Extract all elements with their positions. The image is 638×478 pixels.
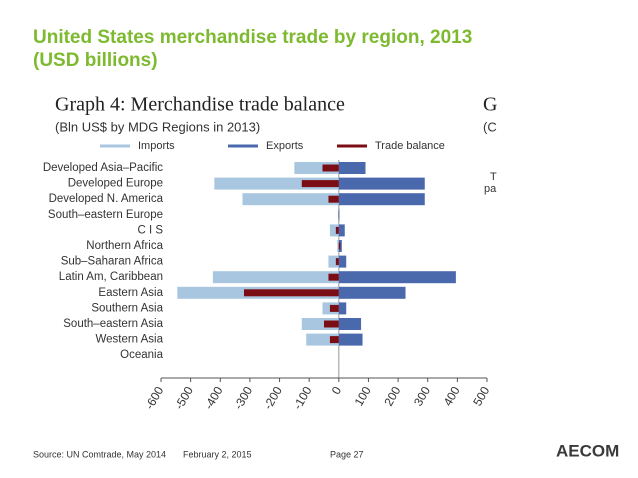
bar [338, 177, 425, 190]
footer-date: February 2, 2015 [183, 449, 252, 459]
y-tick-label: South–eastern Europe [48, 209, 163, 221]
bar [338, 242, 341, 250]
legend-label: Exports [266, 140, 304, 152]
y-tick-label: Developed Europe [68, 178, 163, 190]
y-tick-label: C I S [137, 224, 163, 236]
bar [329, 336, 339, 344]
fragment: pa [484, 183, 497, 195]
bar [212, 271, 339, 284]
chart-title: Graph 4: Merchandise trade balance [55, 94, 345, 116]
x-tick-label: 300 [411, 384, 433, 409]
x-tick-label: -300 [231, 384, 255, 412]
bar [337, 240, 339, 252]
bar [338, 271, 456, 284]
y-tick-label: Northern Africa [86, 240, 163, 252]
y-tick-label: Western Asia [95, 334, 163, 346]
logo: AECOM [556, 441, 619, 460]
bar [337, 208, 339, 221]
bar [338, 208, 340, 221]
y-tick-label: Developed Asia–Pacific [43, 162, 163, 174]
legend-label: Trade balance [375, 140, 445, 152]
footer-source: Source: UN Comtrade, May 2014 [33, 449, 166, 459]
fragment: G [483, 94, 497, 116]
fragment: T [490, 171, 497, 183]
y-tick-label: South–eastern Asia [63, 318, 163, 330]
bar [338, 193, 425, 206]
y-tick-label: Latin Am, Caribbean [59, 271, 163, 283]
bar [338, 224, 345, 237]
y-tick-label: Developed N. America [49, 193, 164, 205]
bar [243, 289, 339, 297]
bar [335, 226, 339, 234]
bar [338, 286, 406, 299]
legend-label: Imports [138, 140, 175, 152]
y-tick-label: Eastern Asia [98, 287, 163, 299]
bar [338, 162, 366, 174]
bar [242, 193, 339, 206]
bar [329, 304, 339, 312]
bar [328, 195, 339, 203]
bar [335, 258, 339, 266]
bar [324, 320, 339, 328]
bar [329, 224, 339, 237]
fragment: (C [483, 119, 497, 134]
x-tick-label: 500 [470, 384, 492, 409]
chart-subtitle: (Bln US$ by MDG Regions in 2013) [55, 119, 260, 134]
y-tick-label: Southern Asia [91, 302, 163, 314]
x-tick-label: -200 [261, 384, 285, 412]
x-tick-label: -600 [142, 384, 166, 412]
footer-page: Page 27 [330, 449, 364, 459]
bar [338, 302, 347, 315]
bar [322, 164, 339, 172]
y-tick-label: Oceania [120, 349, 163, 361]
x-tick-label: 0 [329, 384, 345, 397]
bar [338, 333, 363, 346]
bar [301, 180, 339, 188]
x-tick-label: 100 [352, 384, 374, 409]
bar [328, 255, 339, 268]
bar [338, 255, 347, 268]
slide-title: United States merchandise trade by regio… [33, 27, 472, 48]
x-tick-label: -400 [201, 384, 225, 412]
x-tick-label: -100 [290, 384, 314, 412]
bar [328, 273, 339, 281]
y-tick-label: Sub–Saharan Africa [61, 256, 164, 268]
slide-title: (USD billions) [33, 50, 158, 71]
x-tick-label: 200 [381, 384, 403, 409]
x-tick-label: 400 [441, 384, 463, 409]
bar [338, 318, 362, 330]
x-tick-label: -500 [172, 384, 196, 412]
